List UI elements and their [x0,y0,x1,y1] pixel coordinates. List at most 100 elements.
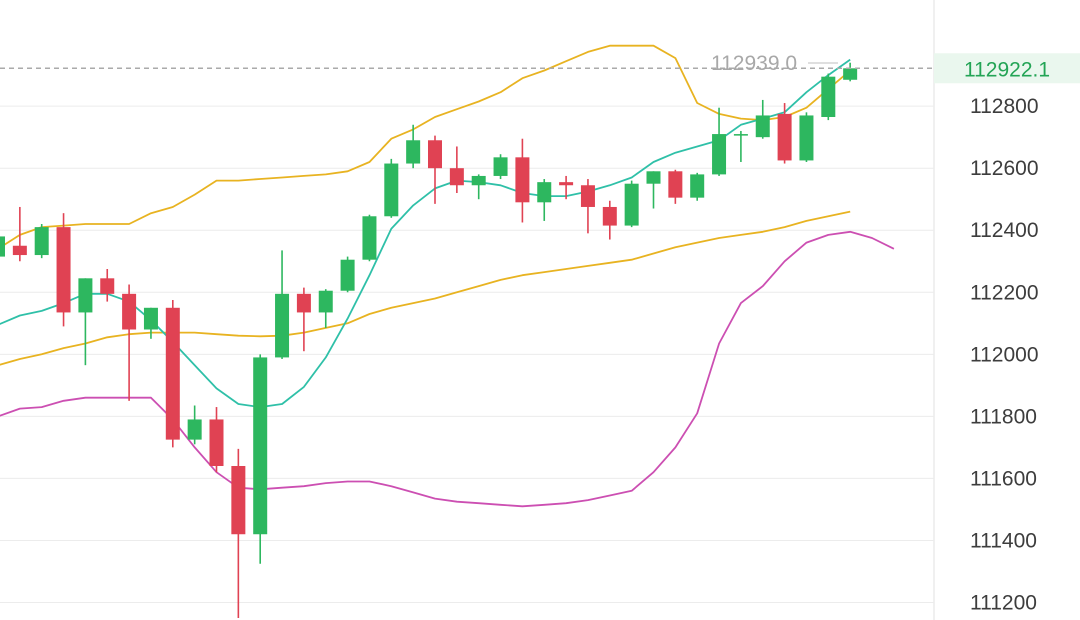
candle-body [231,465,246,535]
candle [384,158,399,218]
candle-body [843,68,858,80]
last-price-tag [934,53,1080,84]
candle [12,206,27,262]
indicator-lines [0,44,895,508]
candle-body [537,182,552,203]
candle-body [493,157,508,176]
candle-body [712,134,727,175]
candle [755,99,770,139]
candle [253,354,268,564]
candle [100,269,115,302]
candle [209,407,224,473]
price-axis: 112800 112600 112400 112200 112000 111800 1116… [970,95,1039,614]
candle [493,154,508,180]
y-tick-label: 112600 [970,157,1039,180]
candle [777,103,792,164]
candle-body [34,227,49,256]
candle-body [471,175,486,186]
price-markers: 112939.0 112922.1 [0,52,1080,84]
y-tick-label: 112000 [970,343,1039,366]
candle [362,214,377,262]
candle [537,179,552,221]
candle [165,300,180,448]
candlesticks [0,62,858,618]
candle [0,236,5,257]
band-middle-line [0,210,851,366]
y-tick-label: 112400 [970,219,1039,242]
candle [580,179,595,234]
candle-body [122,293,137,330]
candle-body [318,290,333,313]
last-price-label: 112922.1 [964,58,1050,81]
y-tick-label: 112200 [970,281,1039,304]
candle-body [624,183,639,226]
candle [56,213,71,327]
candle-body [449,168,464,186]
candle-body [580,185,595,207]
y-tick-label: 111200 [970,591,1037,614]
candle [34,224,49,259]
band-upper-line [0,44,851,249]
y-tick-label: 111600 [970,467,1037,490]
candle [559,175,574,200]
candle [187,405,202,445]
candle-body [777,113,792,161]
y-tick-label: 111400 [970,529,1037,552]
candle [340,256,355,293]
candle-body [406,140,421,164]
candle [733,130,748,162]
candle-body [165,307,180,440]
gridlines [0,105,934,603]
candle-body [253,357,268,535]
candle-body [362,216,377,260]
candle-body [646,171,661,184]
candle [296,287,311,352]
candle-body [296,293,311,313]
candle-body [78,278,93,313]
candle-body [602,206,617,226]
candle-body [12,245,27,256]
y-tick-label: 112800 [970,95,1039,118]
candle-body [559,182,574,186]
candle-body [515,157,530,203]
candle-body [384,163,399,217]
candle [646,171,661,209]
candle [668,169,683,204]
candle [690,172,705,201]
candle [428,135,442,204]
candle-body [100,278,115,294]
candle [712,107,727,176]
candle-body [187,419,202,440]
candle [275,250,290,359]
candle-body [755,115,770,138]
candle [821,73,836,121]
candle-body [56,227,71,313]
candle-body [668,171,683,198]
candle [471,174,486,200]
candle [406,124,421,169]
candle [318,289,333,328]
candle-body [340,259,355,291]
band-lower-line [0,230,895,508]
candle [78,278,93,366]
candle-body [690,174,705,198]
candle-body [275,293,290,358]
candle-body [143,307,158,330]
candle [449,146,464,194]
y-tick-label: 111800 [970,405,1037,428]
candle [231,448,246,618]
candle [122,284,137,401]
high-marker-label: 112939.0 [711,52,797,75]
candle-body [799,115,814,161]
candle-body [428,140,442,169]
candle [602,200,617,240]
candle-body [0,236,5,257]
candle [515,138,530,223]
candle [143,307,158,339]
candle-body [821,76,836,118]
candle-body [209,419,224,466]
candle-body [733,134,748,136]
candle [843,62,858,82]
moving-average-line [0,58,851,409]
